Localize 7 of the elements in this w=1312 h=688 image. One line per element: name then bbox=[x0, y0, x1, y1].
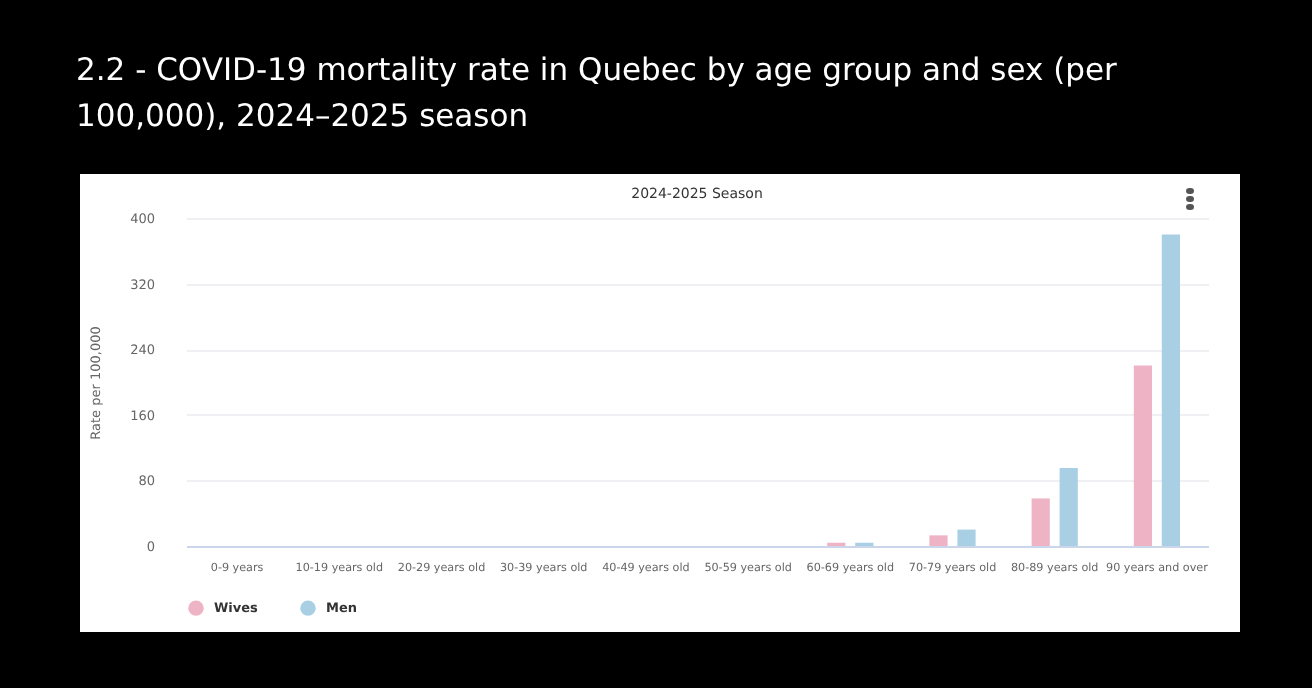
bar bbox=[1161, 234, 1180, 546]
bar bbox=[929, 535, 948, 546]
chart-title: 2.2 - COVID-19 mortality rate in Quebec by age group and sex (per 100,000), 2024–2025 season bbox=[76, 50, 1119, 138]
bar bbox=[1133, 365, 1152, 546]
bar bbox=[1031, 498, 1050, 546]
bar bbox=[1059, 468, 1078, 546]
bar bbox=[957, 529, 976, 546]
